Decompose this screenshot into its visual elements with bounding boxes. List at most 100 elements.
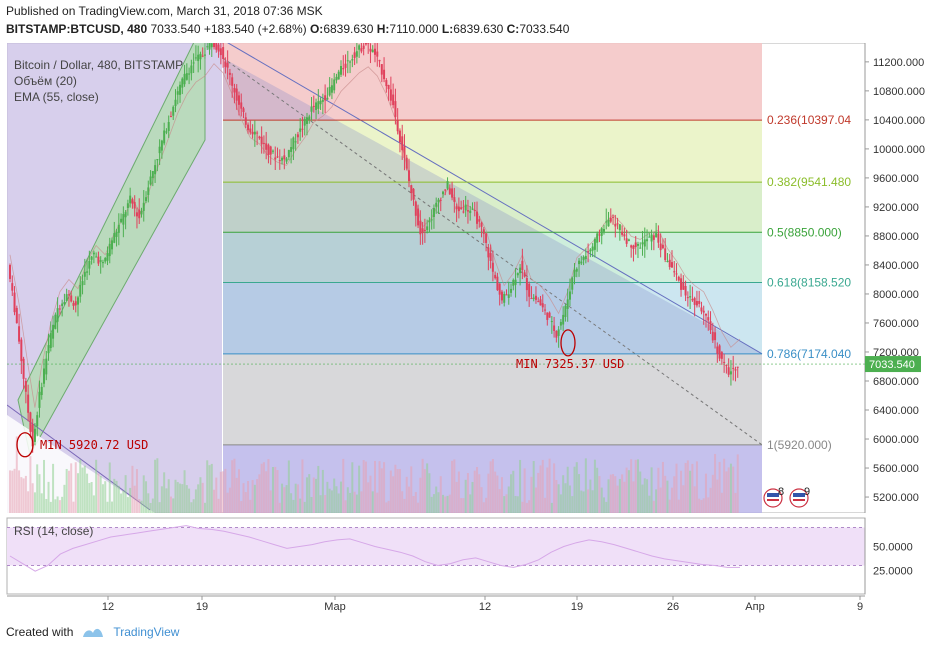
candle-body [52,324,55,339]
fib-level-label: 1(5920.000) [767,438,832,452]
event-flag-icon[interactable]: 9 [789,486,810,508]
candle-body [249,128,252,133]
volume-bar [657,467,660,513]
volume-bar [305,477,308,513]
volume-bar [49,501,52,513]
volume-indicator-label[interactable]: Объём (20) [14,74,77,88]
volume-bar [480,487,483,513]
volume-bar [412,496,415,513]
volume-bar [682,485,685,513]
candle-body [704,313,707,316]
price-tick-label: 9600.000 [873,173,919,185]
candle-body [160,140,163,151]
volume-bar [609,474,612,513]
volume-bar [389,470,392,513]
volume-bar [176,482,179,513]
candle-body [244,117,247,125]
candle-body [319,100,322,105]
volume-bar [333,478,336,513]
volume-bar [580,490,583,513]
price-tick-label: 8800.000 [873,231,919,243]
candle-body [729,371,732,375]
candle-body [544,309,547,311]
candle-body [335,76,338,81]
candle-body [233,87,236,93]
candle-body [15,307,18,324]
candle-body [736,366,739,368]
volume-bar [426,463,429,513]
volume-bar [646,479,649,513]
volume-bar [222,471,225,513]
candle-body [260,136,263,145]
time-tick-label: 19 [196,601,208,613]
volume-bar [292,499,295,513]
volume-bar [403,498,406,513]
candle-body [707,317,710,321]
candle-body [240,102,243,109]
volume-bar [278,502,281,513]
candle-body [158,146,161,154]
volume-bar [65,468,68,513]
candle-body [383,69,386,80]
volume-bar [24,475,27,513]
low-value: 6839.630 [453,22,504,36]
volume-bar [122,490,125,513]
volume-bar [707,497,710,513]
candle-body [559,321,562,326]
rsi-indicator-label[interactable]: RSI (14, close) [14,524,94,538]
price-tick-label: 6000.000 [873,434,919,446]
ema-indicator-label[interactable]: EMA (55, close) [14,90,99,104]
candle-body [203,54,206,56]
volume-bar [593,459,596,513]
volume-bar [578,474,581,513]
volume-bar [387,500,390,513]
volume-bar [92,495,95,513]
price-tick-label: 9200.000 [873,202,919,214]
volume-bar [190,502,193,513]
volume-bar [589,479,592,513]
candle-body [655,233,658,238]
candle-body [142,202,145,211]
candle-body [668,259,671,268]
volume-bar [643,478,646,513]
fib-level-label: 0.236(10397.04 [767,113,851,127]
volume-bar [451,460,454,513]
tradingview-brand-link[interactable]: TradingView [113,625,180,639]
volume-bar [494,471,497,513]
price-tick-label: 6800.000 [873,376,919,388]
candle-body [401,136,404,151]
volume-bar [462,498,465,513]
candle-body [126,203,129,209]
candle-body [537,301,540,303]
volume-bar [106,501,109,513]
candle-body [226,62,229,68]
volume-bar [621,474,624,513]
volume-bar [213,489,216,513]
volume-bar [530,476,533,513]
volume-bar [605,501,608,513]
candle-body [732,367,735,369]
volume-bar [344,500,347,513]
volume-bar [58,500,61,513]
volume-bar [394,464,397,513]
candle-body [485,233,488,243]
volume-bar [544,497,547,513]
candle-body [299,128,302,132]
event-flag-icon[interactable]: 8 [763,486,784,508]
candle-body [346,60,349,62]
symbol-name[interactable]: BITSTAMP:BTCUSD, 480 [6,22,148,36]
volume-bar [335,486,338,513]
candle-body [342,68,345,70]
candle-body [138,209,141,219]
candle-body [666,260,669,262]
candle-body [714,332,717,341]
candle-body [562,314,565,325]
candle-body [303,118,306,126]
volume-bar [174,479,177,513]
candle-body [507,294,510,298]
candle-body [219,48,222,56]
candle-body [460,207,463,209]
candle-body [444,189,447,191]
candle-body [623,234,626,237]
